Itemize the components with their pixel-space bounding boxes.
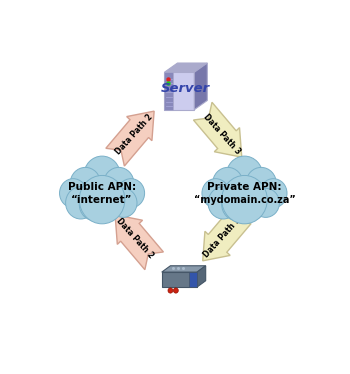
Polygon shape [106,111,154,166]
Circle shape [60,179,87,208]
Circle shape [79,175,125,224]
Text: “internet”: “internet” [71,194,133,205]
Polygon shape [162,266,206,272]
Circle shape [222,188,252,221]
Polygon shape [162,272,197,287]
Polygon shape [197,266,206,287]
Circle shape [208,187,238,219]
Text: Data Path 2: Data Path 2 [114,216,155,260]
Polygon shape [189,272,197,287]
Text: Data Path 2: Data Path 2 [114,112,155,156]
Text: Data Path 3: Data Path 3 [202,112,243,156]
Circle shape [212,168,243,200]
Circle shape [226,156,263,195]
Polygon shape [115,215,163,270]
Circle shape [79,188,110,221]
Circle shape [84,156,120,195]
Circle shape [70,168,100,200]
Circle shape [110,188,137,217]
Circle shape [117,179,145,208]
Polygon shape [194,63,207,110]
Circle shape [65,187,96,219]
Text: Private APN:: Private APN: [207,182,282,192]
Polygon shape [164,72,194,110]
Text: “mydomain.co.za”: “mydomain.co.za” [194,194,295,205]
Circle shape [93,188,123,221]
Circle shape [168,288,173,293]
Circle shape [173,288,178,293]
Polygon shape [164,63,207,72]
Circle shape [246,168,276,200]
Circle shape [104,168,134,200]
Circle shape [222,175,267,224]
Polygon shape [194,102,242,157]
Circle shape [252,188,279,217]
Text: Public APN:: Public APN: [68,182,136,192]
Circle shape [260,179,287,208]
Polygon shape [203,206,251,261]
Circle shape [235,188,266,221]
Text: Data Path 1: Data Path 1 [202,216,243,260]
Text: Server: Server [161,82,210,95]
Circle shape [202,179,229,208]
Polygon shape [164,72,173,110]
